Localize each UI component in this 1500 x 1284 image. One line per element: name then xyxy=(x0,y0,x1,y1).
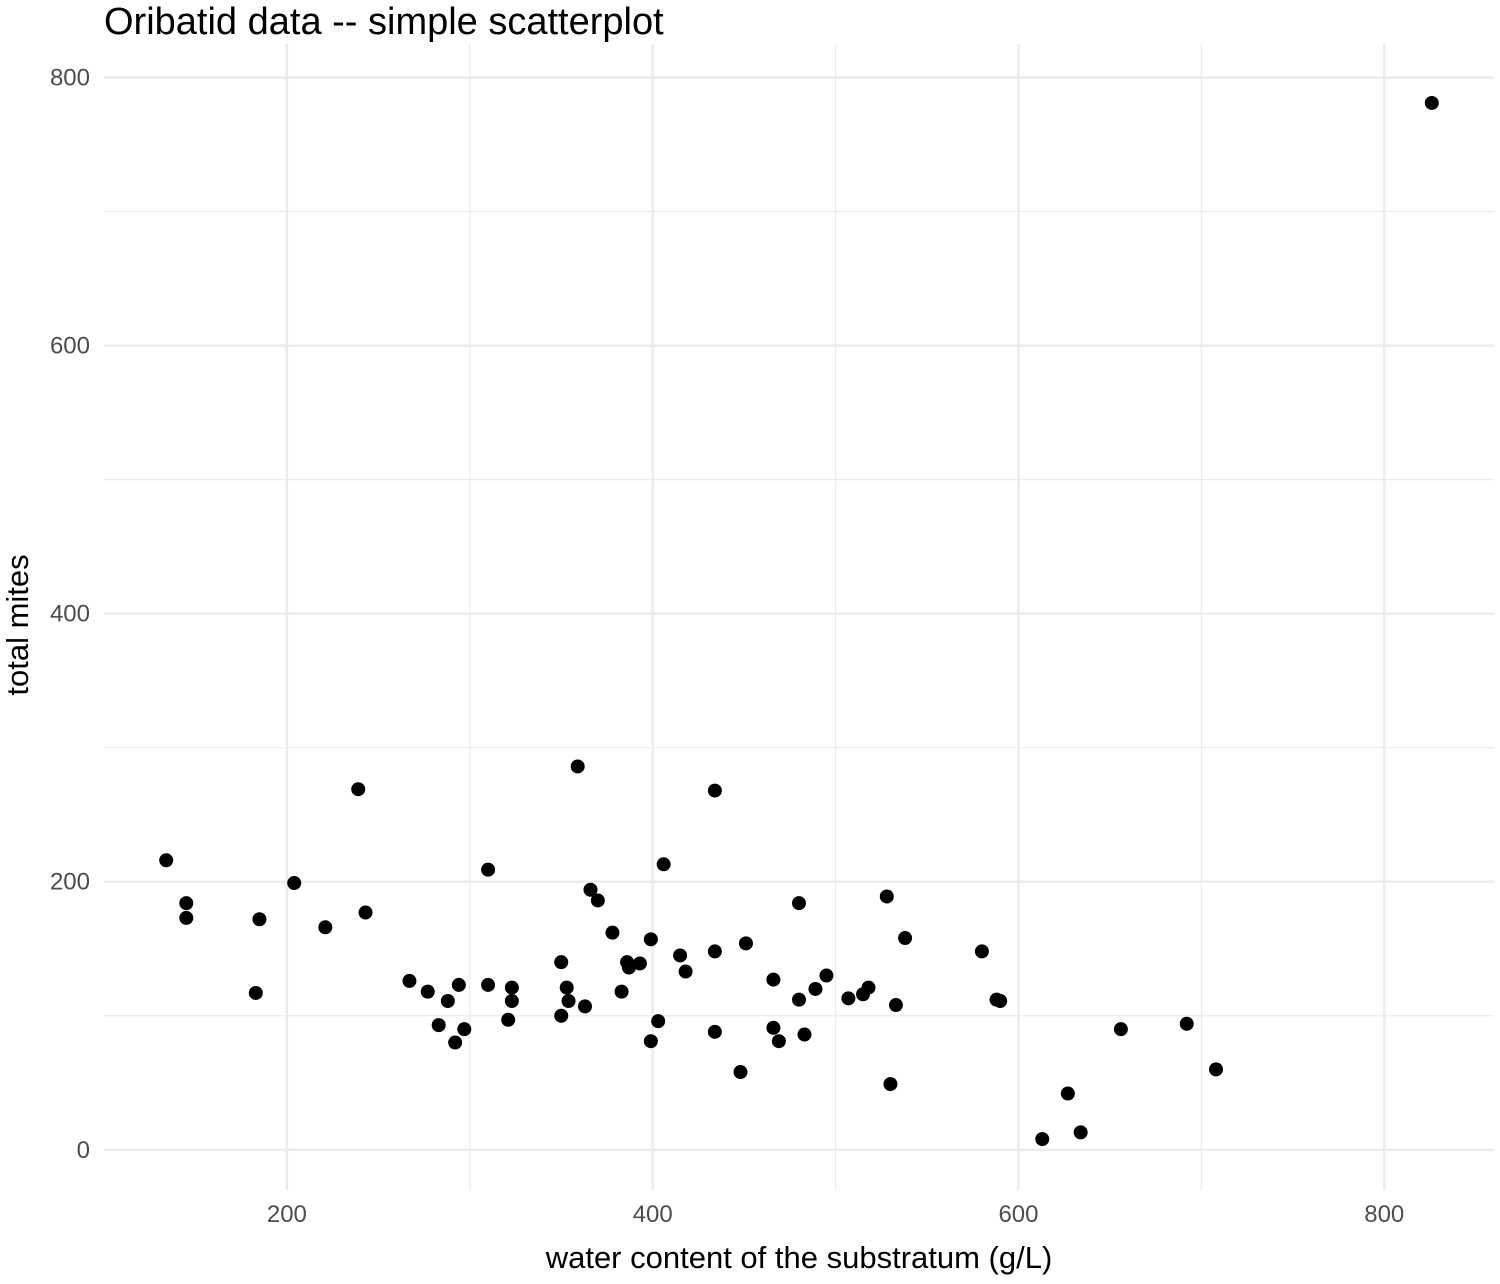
data-point xyxy=(643,932,658,947)
data-point xyxy=(504,994,519,1009)
data-point xyxy=(738,936,753,951)
data-point xyxy=(570,759,585,774)
data-point xyxy=(420,984,435,999)
data-point xyxy=(766,1020,781,1035)
data-point xyxy=(554,955,569,970)
data-point xyxy=(673,948,688,963)
data-point xyxy=(318,920,333,935)
data-point xyxy=(678,964,693,979)
data-point xyxy=(993,994,1008,1009)
data-point xyxy=(431,1018,446,1033)
data-point xyxy=(561,994,576,1009)
data-point xyxy=(583,882,598,897)
data-point xyxy=(888,998,903,1013)
data-point xyxy=(358,905,373,920)
data-point xyxy=(504,980,519,995)
data-point xyxy=(457,1022,472,1037)
data-point xyxy=(605,925,620,940)
data-point xyxy=(707,1024,722,1039)
x-axis-title: water content of the substratum (g/L) xyxy=(545,1240,1053,1275)
y-tick-label: 800 xyxy=(50,65,90,92)
y-tick-label: 200 xyxy=(50,869,90,896)
data-point xyxy=(179,910,194,925)
data-point xyxy=(448,1035,463,1050)
data-point xyxy=(501,1012,516,1027)
y-axis-ticks: 0 200 400 600 800 xyxy=(50,65,90,1164)
grid-lines xyxy=(104,44,1494,1190)
data-point xyxy=(1073,1125,1088,1140)
data-point xyxy=(440,994,455,1009)
data-point xyxy=(766,972,781,987)
data-point xyxy=(578,999,593,1014)
data-point xyxy=(792,992,806,1007)
data-points xyxy=(159,95,1439,1147)
data-point xyxy=(1060,1086,1075,1101)
data-point xyxy=(481,862,496,877)
data-point xyxy=(1035,1132,1050,1147)
data-point xyxy=(883,1077,898,1092)
chart-title: Oribatid data -- simple scatterplot xyxy=(104,1,664,43)
data-point xyxy=(656,857,671,872)
data-point xyxy=(451,977,466,992)
data-point xyxy=(974,944,989,959)
data-point xyxy=(1424,95,1439,110)
data-point xyxy=(733,1065,748,1080)
data-point xyxy=(1113,1022,1128,1037)
data-point xyxy=(590,893,605,908)
data-point xyxy=(159,853,174,868)
data-point xyxy=(621,960,636,975)
data-point xyxy=(797,1027,812,1042)
data-point xyxy=(643,1034,658,1049)
data-point xyxy=(861,980,876,995)
data-point xyxy=(1179,1016,1194,1031)
data-point xyxy=(898,931,913,946)
data-point xyxy=(808,981,823,996)
data-point xyxy=(248,985,263,1000)
y-axis-title: total mites xyxy=(0,554,35,695)
data-point xyxy=(614,984,629,999)
data-point xyxy=(1209,1062,1223,1077)
data-point xyxy=(287,876,302,891)
data-point xyxy=(481,977,496,992)
data-point xyxy=(819,968,834,983)
x-tick-label: 600 xyxy=(998,1201,1038,1228)
y-tick-label: 0 xyxy=(77,1137,90,1164)
data-point xyxy=(707,944,722,959)
data-point xyxy=(351,782,366,797)
x-axis-ticks: 200 400 600 800 xyxy=(267,1201,1404,1228)
data-point xyxy=(792,896,806,911)
data-point xyxy=(402,973,417,988)
x-tick-label: 800 xyxy=(1364,1201,1404,1228)
data-point xyxy=(252,912,267,927)
data-point xyxy=(179,896,194,911)
data-point xyxy=(554,1008,569,1023)
data-point xyxy=(651,1014,666,1029)
data-point xyxy=(707,783,722,798)
data-point xyxy=(559,980,574,995)
data-point xyxy=(771,1034,786,1049)
y-tick-label: 600 xyxy=(50,333,90,360)
x-tick-label: 400 xyxy=(633,1201,673,1228)
data-point xyxy=(632,956,647,971)
y-tick-label: 400 xyxy=(50,601,90,628)
x-tick-label: 200 xyxy=(267,1201,307,1228)
data-point xyxy=(879,889,894,904)
data-point xyxy=(841,991,856,1006)
